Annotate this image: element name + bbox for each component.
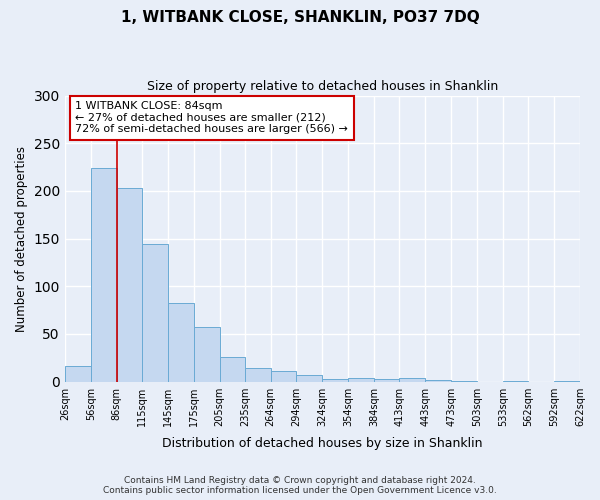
Text: Contains HM Land Registry data © Crown copyright and database right 2024.
Contai: Contains HM Land Registry data © Crown c… <box>103 476 497 495</box>
Bar <box>245 368 271 382</box>
Bar <box>220 357 245 382</box>
Bar <box>167 304 194 382</box>
Bar <box>374 379 400 382</box>
Bar <box>322 379 349 382</box>
Bar <box>91 168 116 382</box>
Bar <box>296 375 322 382</box>
Text: 1 WITBANK CLOSE: 84sqm
← 27% of detached houses are smaller (212)
72% of semi-de: 1 WITBANK CLOSE: 84sqm ← 27% of detached… <box>75 102 348 134</box>
Bar <box>116 188 142 382</box>
Bar <box>65 366 91 382</box>
Title: Size of property relative to detached houses in Shanklin: Size of property relative to detached ho… <box>147 80 498 93</box>
Text: 1, WITBANK CLOSE, SHANKLIN, PO37 7DQ: 1, WITBANK CLOSE, SHANKLIN, PO37 7DQ <box>121 10 479 25</box>
Bar <box>554 380 580 382</box>
Bar <box>349 378 374 382</box>
Bar <box>400 378 425 382</box>
Bar <box>425 380 451 382</box>
Bar <box>194 328 220 382</box>
Bar <box>451 380 477 382</box>
X-axis label: Distribution of detached houses by size in Shanklin: Distribution of detached houses by size … <box>162 437 482 450</box>
Y-axis label: Number of detached properties: Number of detached properties <box>15 146 28 332</box>
Bar <box>503 380 528 382</box>
Bar <box>142 244 167 382</box>
Bar <box>271 371 296 382</box>
